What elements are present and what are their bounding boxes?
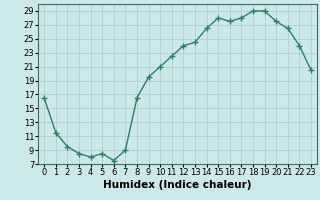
X-axis label: Humidex (Indice chaleur): Humidex (Indice chaleur)	[103, 180, 252, 190]
